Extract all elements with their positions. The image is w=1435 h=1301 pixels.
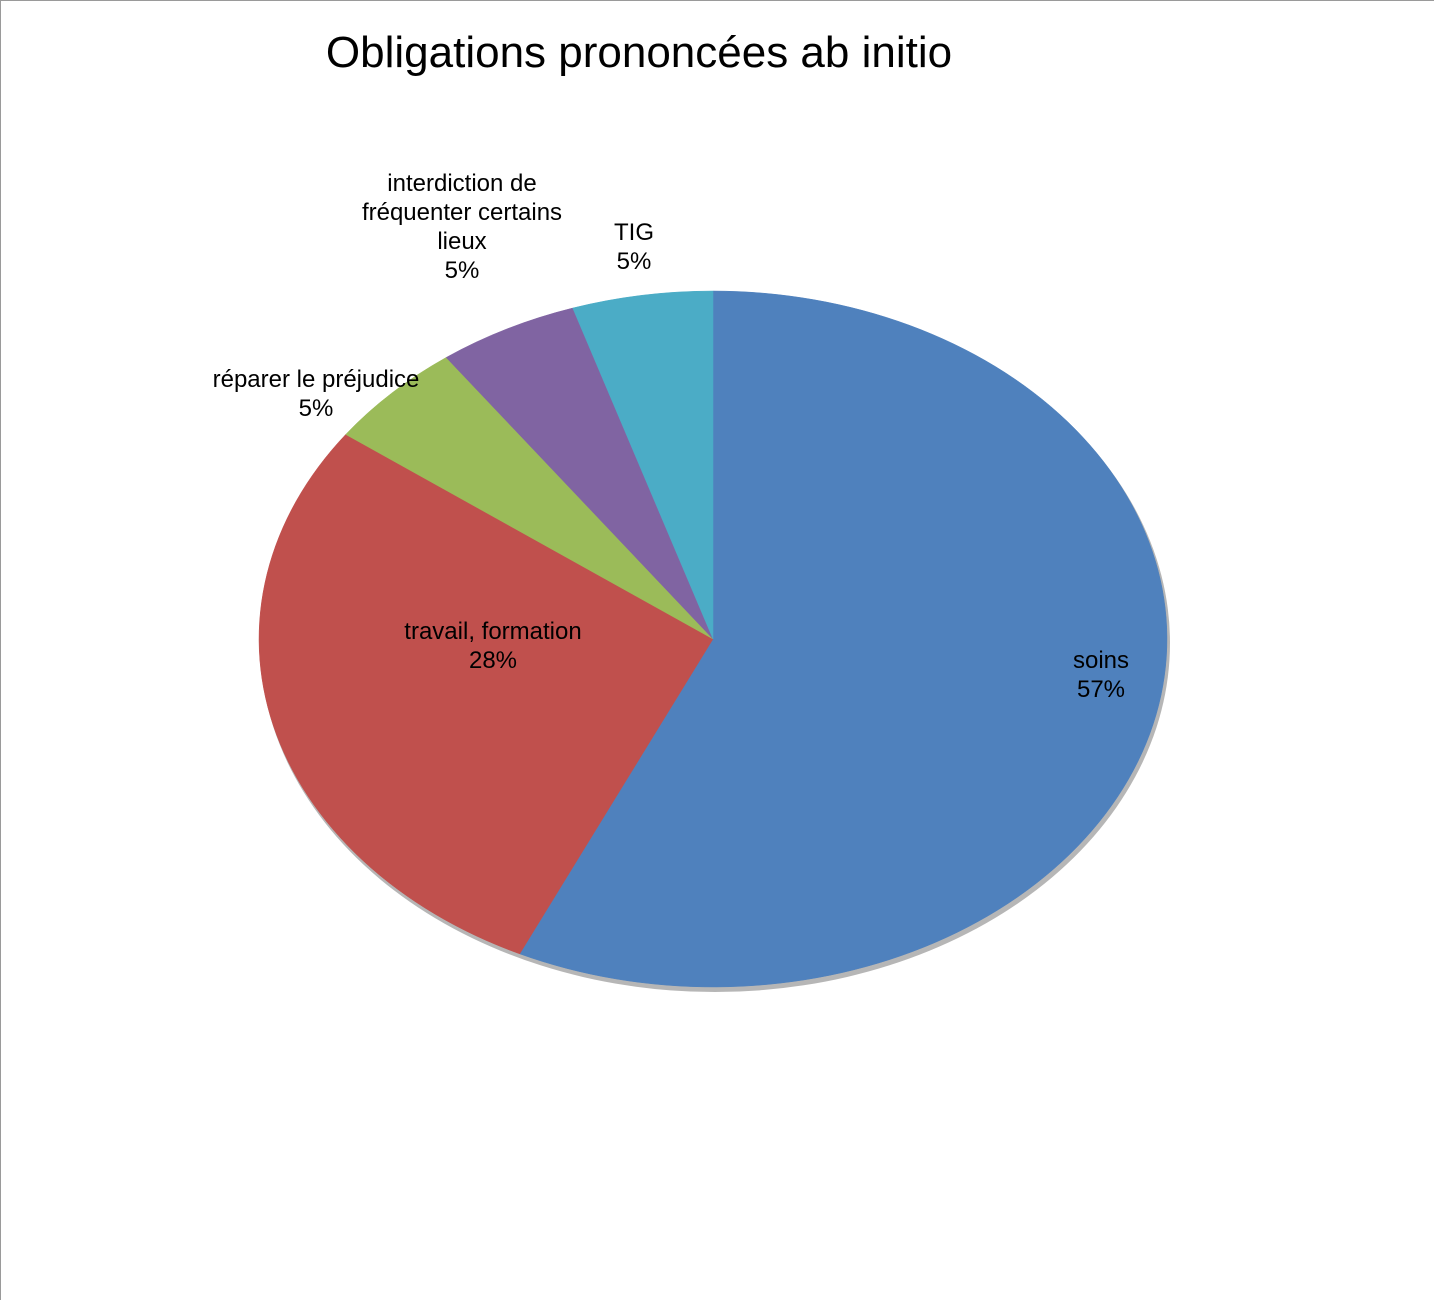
pie-slice-soins	[519, 290, 1168, 988]
pie-slice-travail-formation	[258, 434, 714, 955]
data-label-soins: soins 57%	[1073, 647, 1129, 703]
data-label-tig: TIG 5%	[614, 219, 654, 275]
pie-slice-reparer-le-prejudice	[345, 357, 714, 640]
pie-slice-interdiction-de-frequenter-certains-lieux	[445, 307, 714, 640]
data-label-reparer-le-prejudice: réparer le préjudice 5%	[213, 366, 420, 422]
data-label-interdiction-de-frequenter-certains-lieux: interdiction de fréquenter certains lieux 5…	[362, 170, 562, 284]
pie-slice-tig	[572, 290, 714, 640]
data-label-travail-formation: travail, formation 28%	[404, 618, 581, 674]
chart-title: Obligations prononcées ab initio	[325, 28, 953, 77]
